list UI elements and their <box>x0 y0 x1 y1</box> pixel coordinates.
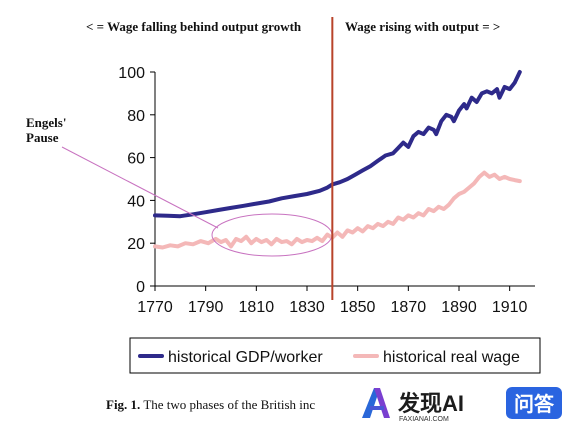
watermark-sub: FAXIANAI.COM <box>399 416 449 423</box>
x-tick-label: 1850 <box>340 299 376 316</box>
right-phase-annotation: Wage rising with output = > <box>345 19 500 34</box>
legend-label-gdp: historical GDP/worker <box>168 349 323 366</box>
y-tick-label: 40 <box>127 193 145 210</box>
watermark-badge-bg <box>506 387 562 419</box>
x-tick-label: 1790 <box>188 299 224 316</box>
left-phase-annotation: < = Wage falling behind output growth <box>86 19 302 34</box>
engels-pause-pointer <box>61 146 219 229</box>
y-tick-label: 100 <box>118 65 145 82</box>
y-tick-label: 60 <box>127 151 145 168</box>
x-tick-label: 1770 <box>137 299 173 316</box>
x-tick-label: 1830 <box>289 299 325 316</box>
watermark-brand: 发现AI <box>397 391 464 416</box>
watermark-logo-icon <box>362 388 390 418</box>
figure-caption-label: Fig. 1. <box>106 397 141 412</box>
x-tick-label: 1870 <box>391 299 427 316</box>
engels-pause-ellipse <box>211 213 333 257</box>
x-tick-label: 1910 <box>492 299 528 316</box>
watermark: 发现AI FAXIANAI.COM 问答 <box>362 387 562 423</box>
watermark-badge: 问答 <box>514 392 555 416</box>
figure-caption: Fig. 1. The two phases of the British in… <box>106 397 315 413</box>
figure-caption-text: The two phases of the British inc <box>143 397 316 412</box>
y-tick-label: 80 <box>127 108 145 125</box>
x-tick-label: 1810 <box>239 299 275 316</box>
series-line-gdp-per-worker <box>153 70 522 219</box>
legend-box <box>129 337 541 374</box>
series-line-real-wage <box>153 170 522 250</box>
y-tick-label: 20 <box>127 236 145 253</box>
legend-label-wage: historical real wage <box>383 349 520 366</box>
engels-pause-label-line2: Pause <box>26 130 59 145</box>
y-tick-label: 0 <box>136 279 145 296</box>
engels-pause-label-line1: Engels' <box>26 115 66 130</box>
x-tick-label: 1890 <box>441 299 477 316</box>
